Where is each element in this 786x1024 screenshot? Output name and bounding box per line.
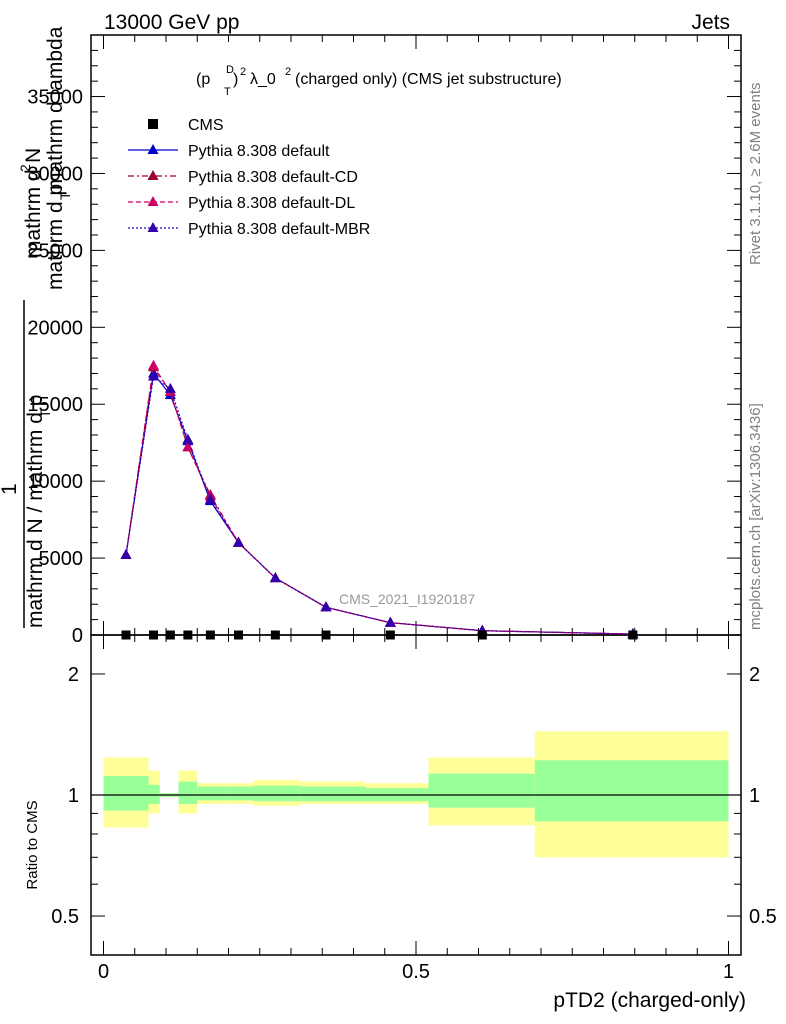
legend-label: CMS <box>188 117 224 134</box>
svg-text:): ) <box>233 71 238 88</box>
ratio-bands <box>103 731 729 858</box>
y-tick-label: 35000 <box>27 87 83 109</box>
cms-point <box>234 630 243 640</box>
legend-marker <box>147 222 159 232</box>
svg-text:(charged only) (CMS jet substr: (charged only) (CMS jet substructure) <box>295 71 562 88</box>
x-tick-label: 1 <box>723 961 734 983</box>
series-marker <box>320 601 332 612</box>
cms-point <box>321 630 331 640</box>
legend-marker <box>147 144 159 154</box>
energy-label: 13000 GeV pp <box>104 11 239 34</box>
svg-text:T: T <box>37 409 53 418</box>
svg-text:mathrm d p: mathrm d p <box>44 184 67 290</box>
plot-title: (p D T ) 2 λ_0 2 (charged only) (CMS jet… <box>196 64 562 98</box>
x-axis-label: pTD2 (charged-only) <box>553 989 746 1012</box>
series-marker <box>164 382 176 393</box>
cms-point <box>183 630 193 640</box>
ratio-inner-band <box>428 773 535 808</box>
series-marker <box>148 370 159 381</box>
y-tick-label: 10000 <box>27 471 83 493</box>
series-line <box>125 375 633 635</box>
series-marker <box>148 359 159 370</box>
cms-point <box>121 630 131 640</box>
ratio-inner-band <box>178 781 198 804</box>
legend: CMS Pythia 8.308 default Pythia 8.308 defa… <box>128 117 370 238</box>
cms-point <box>205 630 215 640</box>
x-tick-label: 0 <box>98 961 109 983</box>
legend-marker <box>148 119 158 129</box>
y-tick-label: 5000 <box>39 548 84 570</box>
ratio-y-tick-label: 1 <box>68 785 79 807</box>
svg-text:mathrm d N / mathrm d p: mathrm d N / mathrm d p <box>24 395 47 628</box>
legend-marker <box>147 196 159 206</box>
cms-point <box>165 630 175 640</box>
svg-text:D: D <box>226 64 234 76</box>
series-marker <box>269 572 281 583</box>
y-tick-label: 20000 <box>27 317 83 339</box>
y-tick-label: 30000 <box>27 163 83 185</box>
analysis-watermark: CMS_2021_I1920187 <box>339 591 475 607</box>
main-y-label: mathrm d 2 N mathrm d p T mathrm d lambd… <box>0 26 73 628</box>
ratio-y-label: Ratio to CMS <box>24 800 41 889</box>
legend-label: Pythia 8.308 default-DL <box>188 195 355 212</box>
svg-text:T: T <box>57 191 73 200</box>
ratio-inner-band <box>300 786 366 802</box>
x-tick-label: 0.5 <box>402 961 430 983</box>
series-marker <box>182 441 194 452</box>
legend-label: Pythia 8.308 default-CD <box>188 169 358 186</box>
rivet-label: Rivet 3.1.10, ≥ 2.6M events <box>747 83 764 266</box>
cms-point <box>149 630 158 640</box>
svg-text:mathrm d: mathrm d <box>22 169 45 258</box>
svg-text:2: 2 <box>285 66 291 78</box>
ratio-inner-band <box>103 775 149 811</box>
series-marker <box>120 549 132 559</box>
svg-text:N: N <box>22 148 45 163</box>
series-marker <box>204 493 216 504</box>
category-label: Jets <box>691 11 730 34</box>
y-tick-label: 25000 <box>27 240 83 262</box>
cms-point <box>385 630 395 640</box>
series-marker <box>384 616 396 627</box>
series-marker <box>233 536 244 547</box>
ratio-inner-band <box>197 786 226 801</box>
series-group <box>120 359 639 639</box>
svg-text:mathrm d lambda: mathrm d lambda <box>44 26 67 190</box>
cms-point <box>477 630 487 640</box>
y-tick-label: 0 <box>72 625 83 647</box>
ratio-y-tick-label-right: 2 <box>749 664 760 686</box>
series-marker <box>182 433 194 444</box>
cms-points <box>121 630 638 640</box>
mcplots-label: mcplots.cern.ch [arXiv:1306.3436] <box>747 403 764 630</box>
legend-label: Pythia 8.308 default <box>188 143 330 160</box>
svg-text:λ_0: λ_0 <box>250 71 276 88</box>
ratio-inner-band <box>148 784 160 804</box>
ratio-inner-band <box>253 785 301 802</box>
cms-point <box>270 630 280 640</box>
ratio-inner-band <box>225 786 254 801</box>
legend-marker <box>147 170 159 180</box>
svg-text:2: 2 <box>240 66 246 78</box>
ratio-y-tick-label: 2 <box>68 664 79 686</box>
ratio-y-tick-label: 0.5 <box>51 906 79 928</box>
ratio-inner-band <box>534 760 729 822</box>
svg-text:1: 1 <box>0 483 21 495</box>
ratio-y-tick-label-right: 1 <box>749 785 760 807</box>
ratio-y-tick-label-right: 0.5 <box>749 906 777 928</box>
svg-text:T: T <box>224 86 231 98</box>
svg-text:(p: (p <box>196 71 210 88</box>
legend-label: Pythia 8.308 default-MBR <box>188 221 370 238</box>
y-tick-label: 15000 <box>27 394 83 416</box>
cms-point <box>628 630 638 640</box>
svg-text:2: 2 <box>17 164 33 172</box>
